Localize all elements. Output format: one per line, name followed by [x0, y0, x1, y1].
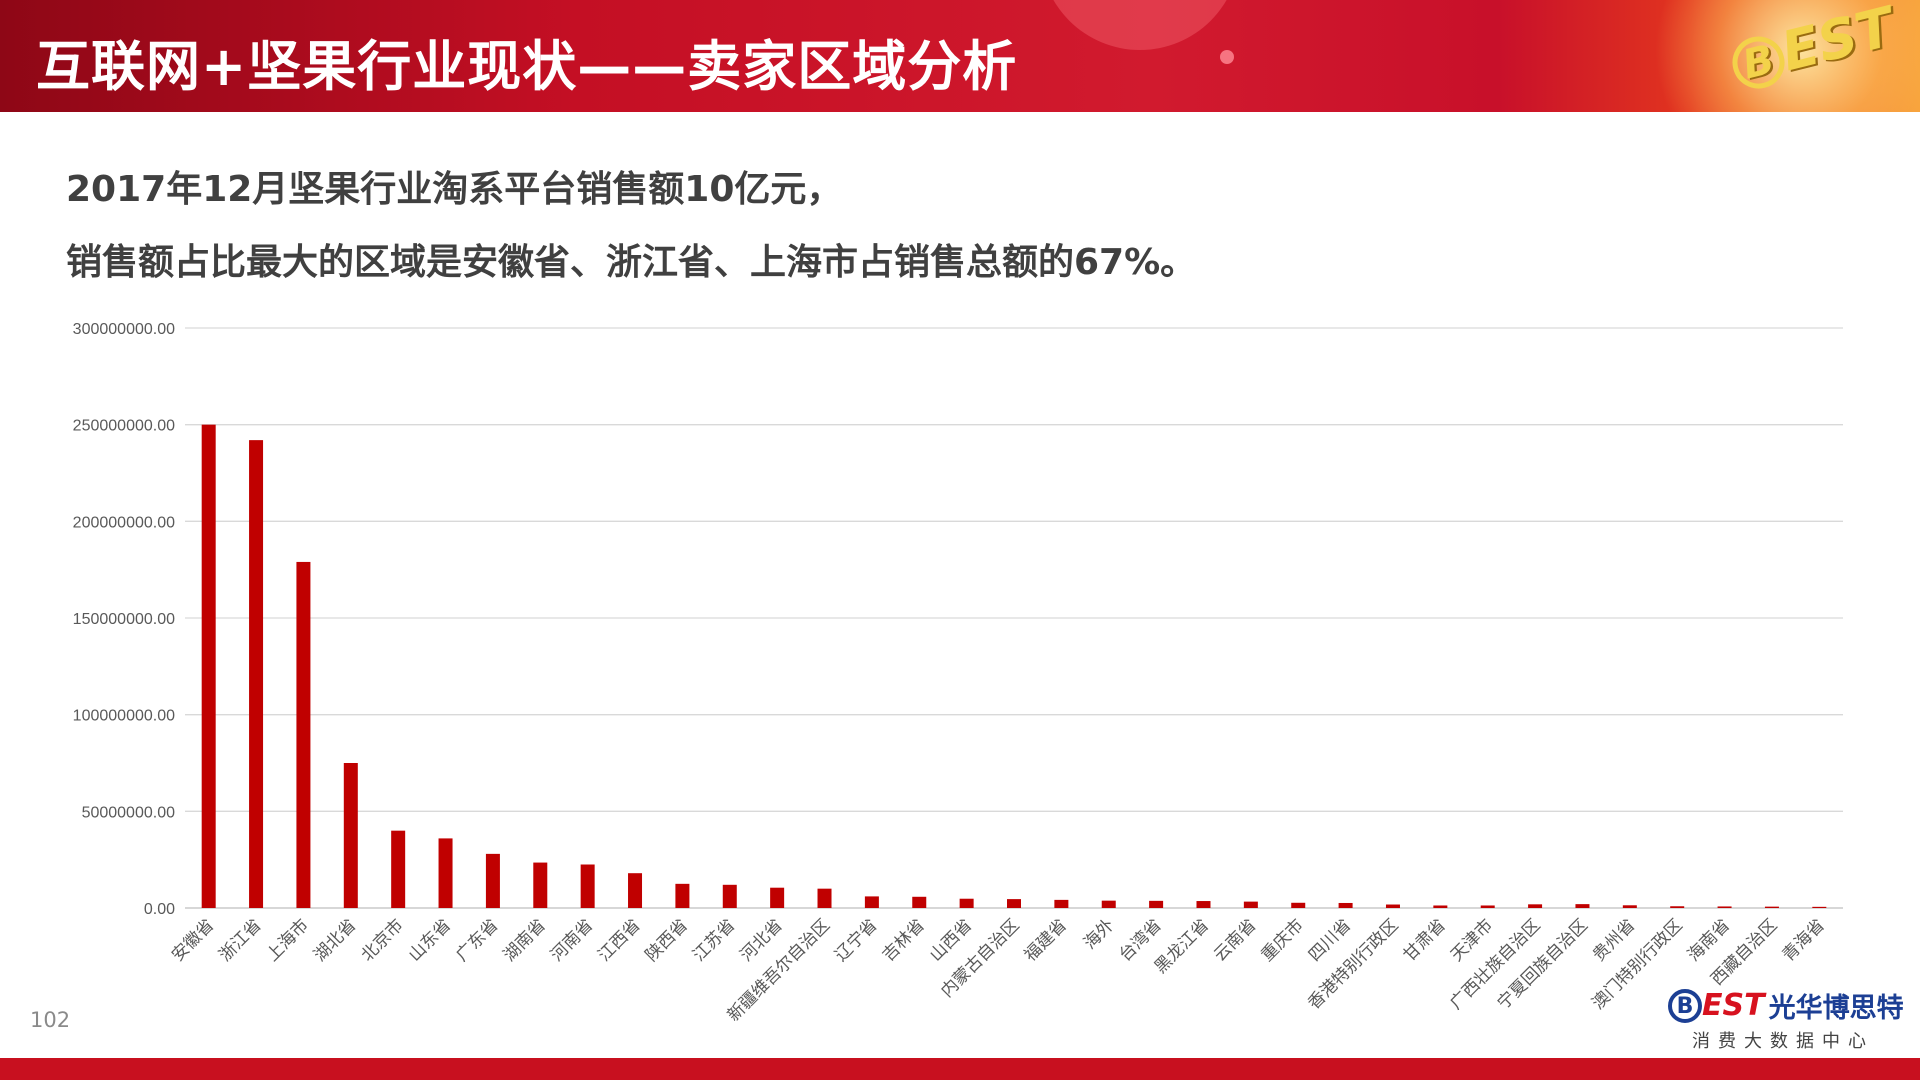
- header-banner: 互联网+坚果行业现状——卖家区域分析 BEST: [0, 0, 1920, 112]
- bar: [1007, 899, 1021, 908]
- footer-bar: [0, 1058, 1920, 1080]
- best-logo-bottom: B EST 光华博思特 消费大数据中心: [1668, 986, 1908, 1053]
- x-tick-label: 辽宁省: [831, 915, 881, 965]
- y-tick-label: 50000000.00: [82, 804, 176, 821]
- x-tick-label: 安徽省: [168, 915, 218, 965]
- bar: [343, 763, 358, 908]
- bar: [1480, 905, 1495, 908]
- x-tick-label: 甘肃省: [1400, 915, 1450, 965]
- bar: [1196, 901, 1211, 908]
- bar: [1717, 906, 1732, 908]
- summary-line-1: 2017年12月坚果行业淘系平台销售额10亿元，: [66, 169, 843, 210]
- bar: [1149, 900, 1164, 908]
- bar: [1812, 906, 1827, 908]
- y-tick-label: 250000000.00: [73, 418, 175, 435]
- x-tick-label: 浙江省: [215, 915, 265, 965]
- x-tick-label: 湖南省: [500, 915, 550, 965]
- x-tick-label: 山东省: [405, 915, 455, 965]
- bar: [1101, 900, 1116, 908]
- bar: [296, 561, 311, 908]
- logo-tagline: 消费大数据中心: [1692, 1031, 1874, 1052]
- bar: [580, 864, 595, 908]
- x-tick-label: 陕西省: [642, 915, 692, 965]
- bar: [1764, 906, 1779, 908]
- bar: [1575, 904, 1590, 908]
- bar: [1338, 902, 1353, 908]
- x-tick-label: 北京市: [358, 915, 408, 965]
- header-burst: [1640, 0, 1920, 112]
- bar: [201, 424, 216, 908]
- x-tick-label: 海外: [1080, 915, 1118, 953]
- bar: [1433, 905, 1448, 908]
- x-tick-label: 河南省: [547, 915, 597, 965]
- bar: [1385, 904, 1400, 908]
- x-tick-label: 上海市: [263, 915, 313, 965]
- page-title: 互联网+坚果行业现状——卖家区域分析: [36, 35, 1018, 98]
- bar: [864, 896, 879, 908]
- bar: [438, 838, 453, 908]
- bar: [249, 440, 264, 908]
- x-tick-label: 湖北省: [310, 915, 360, 965]
- bar: [959, 898, 974, 908]
- x-tick-label: 江西省: [594, 915, 644, 965]
- bar: [1291, 902, 1306, 908]
- header-dot: [1220, 50, 1234, 64]
- page-number: 102: [30, 1008, 71, 1032]
- x-tick-label: 重庆市: [1258, 915, 1308, 965]
- y-tick-label: 300000000.00: [73, 321, 175, 338]
- sales-by-region-bar-chart: 0.00 50000000.00 100000000.00 150000000.00 2…: [73, 321, 1843, 1026]
- y-tick-label: 200000000.00: [73, 514, 175, 531]
- bar: [1054, 899, 1069, 908]
- logo-est-text: EST: [1702, 988, 1765, 1023]
- x-tick-label: 吉林省: [879, 915, 929, 965]
- x-tick-label: 广东省: [452, 915, 502, 965]
- bar: [1243, 901, 1258, 908]
- header-glow: [1040, 0, 1240, 50]
- bar: [722, 884, 737, 908]
- bar: [1528, 904, 1543, 908]
- x-tick-label: 福建省: [1021, 915, 1071, 965]
- bar: [912, 896, 927, 908]
- bar: [770, 887, 785, 908]
- bar: [391, 830, 406, 908]
- bar: [533, 862, 548, 908]
- bar: [485, 853, 500, 908]
- x-tick-label: 青海省: [1779, 915, 1829, 965]
- x-tick-label: 江苏省: [689, 915, 739, 965]
- bar: [675, 883, 690, 908]
- y-tick-label: 0.00: [144, 901, 175, 918]
- y-tick-label: 150000000.00: [73, 611, 175, 628]
- y-tick-label: 100000000.00: [73, 708, 175, 725]
- summary-line-2: 销售额占比最大的区域是安徽省、浙江省、上海市占销售总额的67%。: [66, 242, 1197, 283]
- bar: [817, 888, 832, 908]
- b-logo-icon: B: [1668, 988, 1702, 1023]
- bar: [1622, 905, 1637, 908]
- x-tick-label: 云南省: [1210, 915, 1260, 965]
- logo-company-name: 光华博思特: [1768, 993, 1904, 1024]
- bar: [1670, 906, 1685, 908]
- bar: [628, 873, 643, 908]
